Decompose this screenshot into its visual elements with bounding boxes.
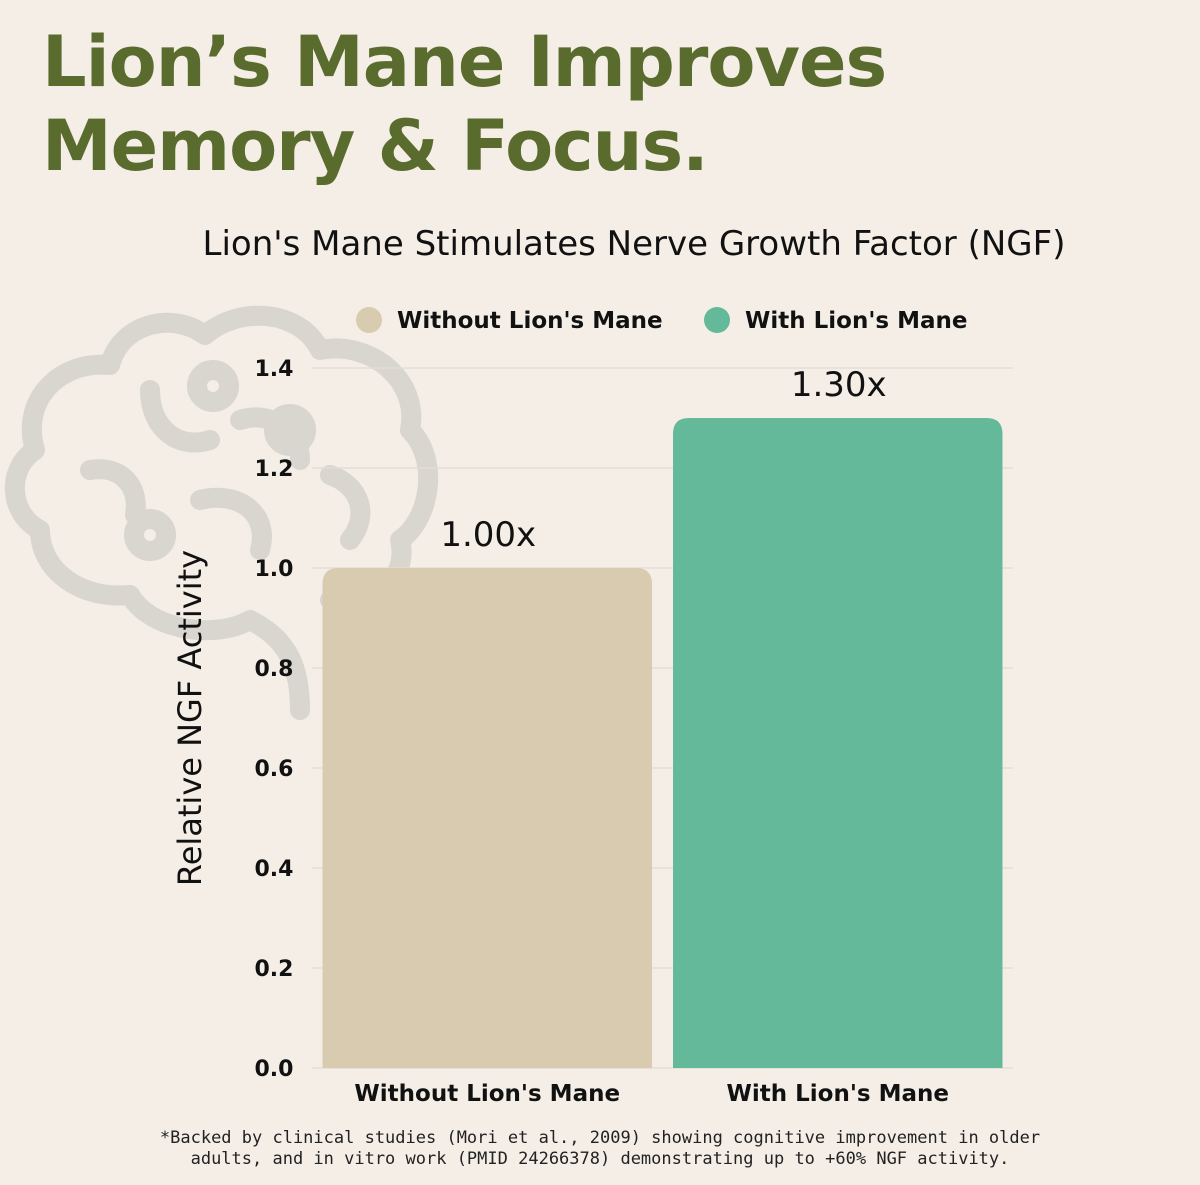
- y-axis-ticks: 0.0 0.2 0.4 0.6 0.8 1.0 1.2 1.4: [255, 357, 294, 1082]
- y-tick-label: 1.2: [255, 457, 294, 482]
- legend-swatch-without: [356, 307, 382, 333]
- legend-label-with: With Lion's Mane: [745, 308, 967, 334]
- bar-without: [322, 568, 652, 1068]
- bars: [322, 418, 1003, 1068]
- value-label: 1.30x: [791, 365, 887, 405]
- y-tick-label: 0.0: [255, 1057, 294, 1082]
- x-tick-label: With Lion's Mane: [727, 1081, 949, 1107]
- value-labels: 1.00x 1.30x: [440, 365, 886, 555]
- value-label: 1.00x: [440, 515, 536, 555]
- x-axis-ticks: Without Lion's Mane With Lion's Mane: [354, 1081, 949, 1107]
- y-tick-label: 1.4: [255, 357, 294, 382]
- chart-title: Lion's Mane Stimulates Nerve Growth Fact…: [203, 224, 1066, 264]
- y-tick-label: 0.6: [255, 757, 294, 782]
- brain-icon: [4, 305, 439, 720]
- headline: Lion’s Mane Improves Memory & Focus.: [42, 20, 887, 188]
- headline-line-1: Lion’s Mane Improves: [42, 21, 887, 103]
- y-tick-label: 1.0: [255, 557, 294, 582]
- y-tick-label: 0.4: [255, 857, 294, 882]
- ngf-bar-chart: Lion's Mane Stimulates Nerve Growth Fact…: [171, 224, 1066, 1107]
- headline-line-2: Memory & Focus.: [42, 105, 709, 187]
- y-tick-label: 0.2: [255, 957, 294, 982]
- legend-label-without: Without Lion's Mane: [397, 308, 663, 334]
- x-tick-label: Without Lion's Mane: [354, 1081, 620, 1107]
- footnote-line-1: *Backed by clinical studies (Mori et al.…: [159, 1128, 1041, 1148]
- bar-with: [673, 418, 1003, 1068]
- legend-swatch-with: [704, 307, 730, 333]
- footnote-line-2: adults, and in vitro work (PMID 24266378…: [190, 1149, 1010, 1169]
- legend: Without Lion's Mane With Lion's Mane: [356, 307, 967, 334]
- footnote: *Backed by clinical studies (Mori et al.…: [30, 1128, 1170, 1170]
- y-axis-label: Relative NGF Activity: [171, 550, 209, 886]
- y-tick-label: 0.8: [255, 657, 294, 682]
